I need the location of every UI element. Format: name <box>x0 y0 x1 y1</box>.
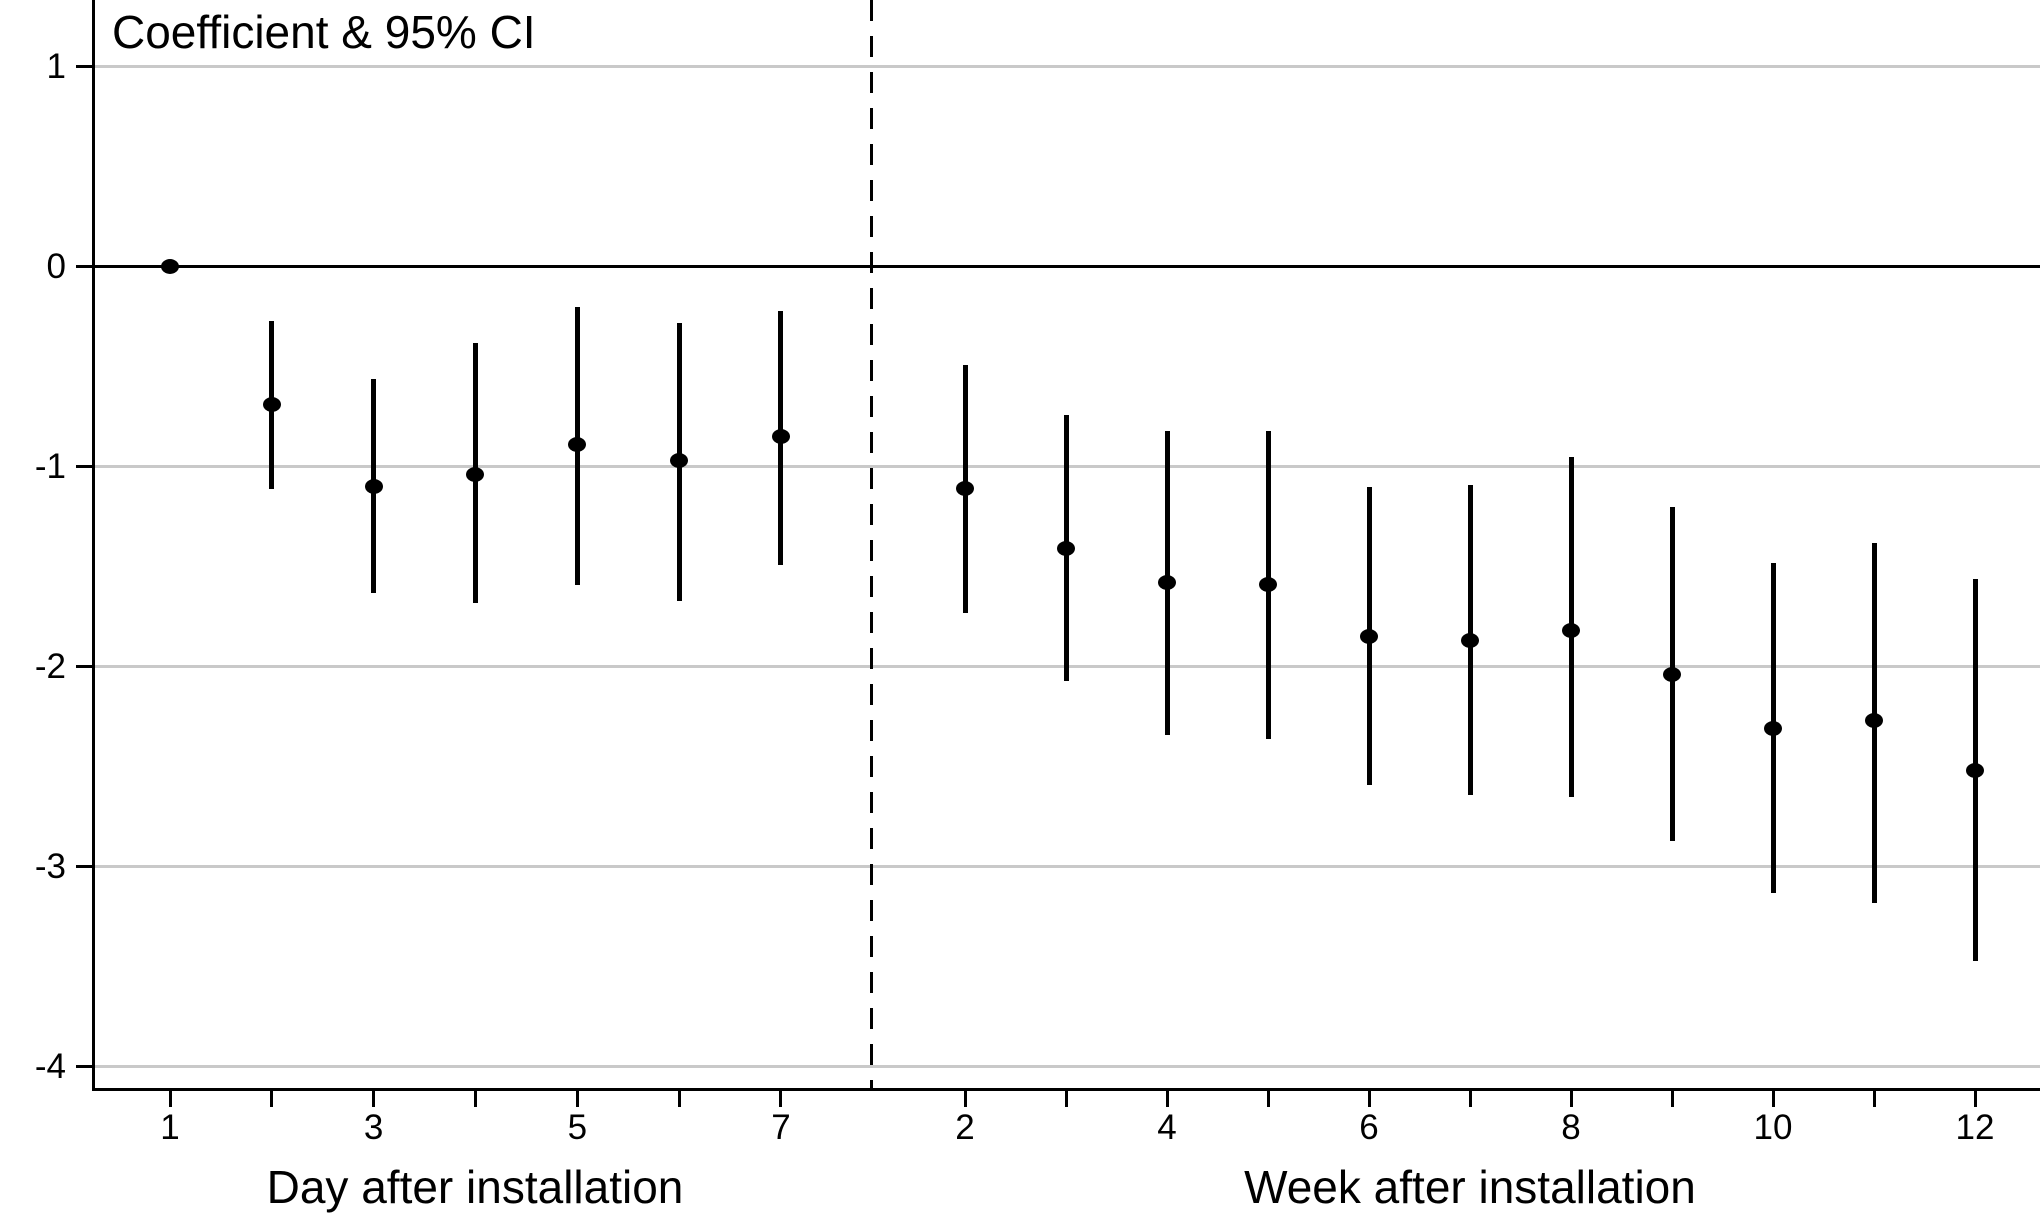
x-axis-tick <box>372 1088 376 1107</box>
x-axis-tick <box>1872 1088 1876 1107</box>
x-axis-tick <box>779 1088 783 1107</box>
x-tick-label: 4 <box>1157 1108 1177 1147</box>
y-axis-tick <box>76 665 92 669</box>
x-axis-tick <box>1973 1088 1977 1107</box>
x-tick-label: 12 <box>1955 1108 1995 1147</box>
x-axis-tick <box>677 1088 681 1107</box>
x-axis-tick <box>575 1088 579 1107</box>
data-point <box>1764 721 1782 737</box>
x-axis-caption-day: Day after installation <box>266 1161 684 1213</box>
data-point <box>1562 623 1580 639</box>
y-axis-line <box>92 0 95 1091</box>
data-point <box>466 467 485 483</box>
x-tick-label: 1 <box>160 1108 180 1147</box>
chart-title: Coefficient & 95% CI <box>112 6 536 58</box>
x-axis-tick <box>963 1088 967 1107</box>
x-axis-tick <box>1367 1088 1371 1107</box>
data-point <box>364 479 383 495</box>
y-tick-label: -2 <box>34 646 66 686</box>
data-point <box>670 453 689 469</box>
y-axis-tick <box>76 65 92 69</box>
data-point <box>161 259 179 275</box>
x-tick-label: 8 <box>1561 1108 1581 1147</box>
data-point <box>568 437 587 453</box>
x-axis-tick <box>168 1088 172 1107</box>
y-gridline <box>92 1065 2040 1069</box>
data-point <box>1158 575 1176 591</box>
y-axis-tick <box>76 265 92 269</box>
x-axis-tick <box>1569 1088 1573 1107</box>
x-tick-label: 3 <box>363 1108 384 1147</box>
y-axis-tick <box>76 865 92 869</box>
x-axis-tick <box>1771 1088 1775 1107</box>
x-axis-tick <box>1165 1088 1169 1107</box>
zero-reference-line <box>92 265 2040 269</box>
y-tick-label: -1 <box>34 446 66 486</box>
x-axis-caption-week: Week after installation <box>1244 1161 1696 1213</box>
data-point <box>1360 629 1378 645</box>
y-gridline <box>92 65 2040 69</box>
panel-divider-dashed-line <box>869 0 873 1089</box>
y-axis-tick <box>76 465 92 469</box>
x-axis-tick <box>473 1088 477 1107</box>
x-axis-tick <box>270 1088 274 1107</box>
y-tick-label: 0 <box>46 246 66 286</box>
x-tick-label: 5 <box>567 1108 588 1147</box>
data-point <box>956 481 974 497</box>
data-point <box>1663 667 1681 683</box>
data-point <box>1865 713 1883 729</box>
x-axis-tick <box>1064 1088 1068 1107</box>
y-tick-label: 1 <box>46 46 66 86</box>
x-axis-tick <box>1468 1088 1472 1107</box>
data-point <box>1966 763 1984 779</box>
y-axis-tick <box>76 1065 92 1069</box>
y-tick-label: -4 <box>34 1046 66 1086</box>
x-tick-label: 2 <box>955 1108 975 1147</box>
data-point <box>1461 633 1479 649</box>
x-axis-tick <box>1266 1088 1270 1107</box>
data-point <box>1057 541 1075 557</box>
x-tick-label: 7 <box>771 1108 791 1147</box>
x-axis-tick <box>1670 1088 1674 1107</box>
data-point <box>771 429 790 445</box>
x-tick-label: 10 <box>1753 1108 1793 1147</box>
y-tick-label: -3 <box>34 846 66 886</box>
data-point <box>1259 577 1277 593</box>
data-point <box>262 397 281 413</box>
x-tick-label: 6 <box>1359 1108 1379 1147</box>
y-gridline <box>92 865 2040 869</box>
